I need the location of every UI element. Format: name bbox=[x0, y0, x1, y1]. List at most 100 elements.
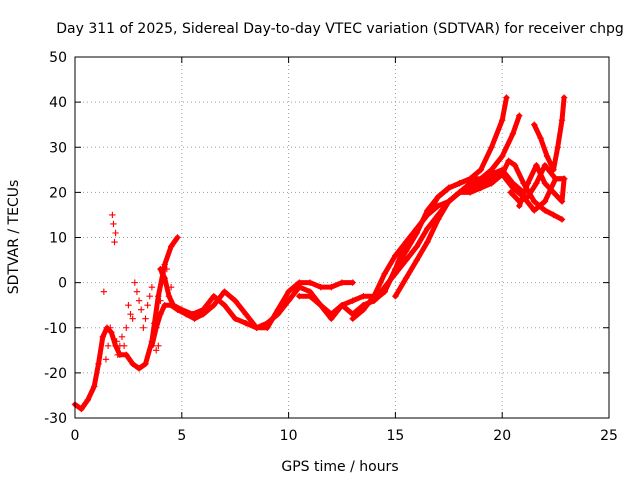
data-point bbox=[537, 135, 544, 142]
data-point bbox=[131, 279, 139, 286]
data-point bbox=[509, 184, 517, 192]
data-point bbox=[306, 292, 314, 300]
data-point bbox=[138, 306, 145, 313]
data-point bbox=[370, 297, 378, 304]
data-point bbox=[84, 396, 92, 404]
data-point bbox=[550, 189, 557, 196]
data-point bbox=[285, 297, 292, 304]
data-point bbox=[434, 193, 442, 201]
x-axis-label: GPS time / hours bbox=[281, 459, 398, 475]
data-point bbox=[541, 207, 549, 214]
data-point bbox=[392, 252, 399, 259]
series-trace bbox=[72, 235, 180, 412]
data-point bbox=[505, 157, 512, 164]
data-point bbox=[178, 306, 185, 313]
data-point bbox=[507, 189, 514, 196]
data-point bbox=[424, 238, 431, 246]
data-point bbox=[499, 116, 506, 124]
data-point bbox=[129, 360, 136, 368]
data-point bbox=[509, 130, 517, 137]
data-point bbox=[511, 162, 519, 169]
data-point bbox=[100, 288, 108, 295]
data-point bbox=[434, 202, 442, 210]
chart-title: Day 311 of 2025, Sidereal Day-to-day VTE… bbox=[56, 21, 624, 37]
data-point bbox=[78, 405, 85, 413]
data-point bbox=[140, 324, 147, 331]
data-point bbox=[264, 320, 271, 327]
data-point bbox=[338, 279, 346, 286]
data-point bbox=[135, 297, 143, 304]
y-tick-label: 20 bbox=[49, 185, 67, 201]
data-point bbox=[144, 301, 151, 309]
data-point bbox=[381, 270, 388, 277]
data-point bbox=[123, 351, 130, 359]
data-point bbox=[317, 283, 324, 291]
data-point bbox=[402, 238, 410, 246]
data-point bbox=[221, 301, 228, 309]
data-point bbox=[99, 333, 106, 340]
data-point bbox=[488, 144, 495, 151]
data-point bbox=[554, 144, 561, 151]
data-point bbox=[114, 351, 121, 359]
x-tick-label: 15 bbox=[386, 428, 404, 444]
data-point bbox=[123, 324, 130, 331]
data-point bbox=[108, 329, 115, 336]
data-point bbox=[402, 274, 410, 282]
data-point bbox=[107, 324, 114, 331]
data-point bbox=[155, 292, 162, 300]
data-point bbox=[102, 356, 110, 363]
data-point bbox=[477, 175, 485, 183]
y-tick-label: -10 bbox=[44, 321, 67, 337]
x-tick-label: 5 bbox=[177, 428, 186, 444]
data-point bbox=[424, 225, 431, 232]
data-point bbox=[349, 315, 356, 322]
series-sat-track-i bbox=[531, 94, 568, 174]
data-point bbox=[152, 324, 160, 331]
data-point bbox=[317, 301, 324, 309]
data-point bbox=[161, 274, 168, 282]
data-point bbox=[135, 365, 143, 372]
data-point bbox=[413, 256, 420, 264]
data-point bbox=[129, 315, 136, 322]
data-point bbox=[360, 301, 367, 309]
series-sparse-a bbox=[100, 211, 175, 363]
data-point bbox=[456, 180, 463, 187]
x-tick-label: 0 bbox=[71, 428, 80, 444]
data-point bbox=[488, 175, 495, 183]
y-tick-label: 40 bbox=[49, 95, 67, 111]
data-point bbox=[242, 311, 250, 318]
data-point bbox=[533, 162, 540, 169]
data-point bbox=[445, 184, 452, 192]
series-layer bbox=[71, 94, 568, 413]
data-point bbox=[127, 311, 134, 318]
data-point bbox=[413, 225, 420, 232]
data-point bbox=[274, 311, 282, 318]
series-sat-track-j bbox=[507, 162, 568, 205]
data-point bbox=[499, 171, 506, 178]
ticks: 0 5 10 15 20 25 -30 -20 -10 0 10 20 30 40 50 bbox=[44, 50, 618, 444]
data-point bbox=[531, 121, 538, 128]
data-point bbox=[163, 265, 171, 273]
data-point bbox=[296, 292, 303, 300]
data-point bbox=[445, 198, 452, 205]
data-point bbox=[174, 234, 181, 241]
x-tick-label: 25 bbox=[600, 428, 618, 444]
series-sat-track-g bbox=[392, 112, 523, 300]
data-point bbox=[560, 94, 568, 101]
data-point bbox=[516, 112, 523, 119]
data-point bbox=[170, 301, 177, 309]
data-point bbox=[558, 198, 566, 205]
data-point bbox=[499, 153, 506, 160]
grid bbox=[75, 57, 609, 418]
data-point bbox=[552, 175, 559, 183]
data-point bbox=[120, 342, 128, 349]
data-point bbox=[118, 333, 126, 340]
x-tick-label: 20 bbox=[493, 428, 511, 444]
y-tick-label: 10 bbox=[49, 231, 67, 247]
data-point bbox=[543, 153, 551, 160]
data-point bbox=[95, 360, 102, 368]
y-axis-label: SDTVAR / TECUs bbox=[6, 180, 22, 295]
data-point bbox=[349, 279, 356, 286]
data-point bbox=[111, 238, 118, 246]
data-point bbox=[167, 283, 175, 291]
